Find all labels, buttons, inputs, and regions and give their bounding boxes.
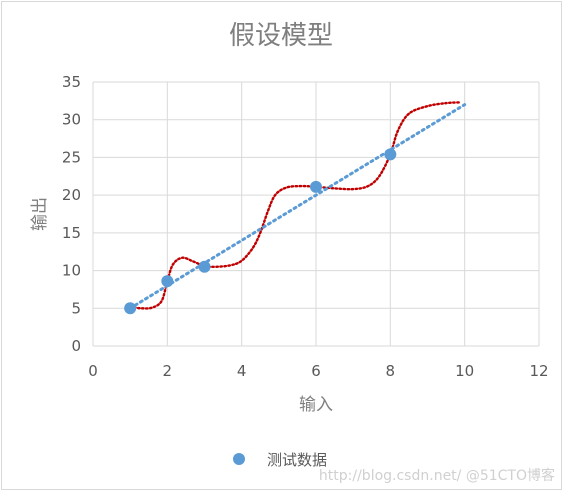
x-tick-label: 10 <box>455 362 474 380</box>
legend: 测试数据 <box>233 451 327 469</box>
y-tick-label: 0 <box>71 337 81 355</box>
grid <box>92 81 540 347</box>
data-point <box>384 148 397 161</box>
y-tick-label: 20 <box>62 186 81 204</box>
legend-label: 测试数据 <box>267 451 327 469</box>
data-point <box>161 275 174 288</box>
y-tick-label: 5 <box>71 299 81 317</box>
y-tick-label: 15 <box>62 224 81 242</box>
data-point <box>124 302 137 315</box>
data-point <box>310 180 322 193</box>
y-axis-title: 输出 <box>30 197 50 231</box>
legend-marker <box>233 453 245 465</box>
x-tick-label: 8 <box>386 362 396 380</box>
x-tick-label: 12 <box>529 362 548 380</box>
y-tick-label: 25 <box>62 148 81 166</box>
x-axis-title: 输入 <box>299 395 333 415</box>
y-tick-label: 35 <box>62 73 81 91</box>
linear-trendline <box>128 103 467 310</box>
chart-title: 假设模型 <box>229 21 333 51</box>
watermark-text: http://blog.csdn.net/ @51CTO博客 <box>319 467 555 484</box>
y-tick-label: 30 <box>62 111 81 129</box>
y-tick-label: 10 <box>62 262 81 280</box>
x-tick-label: 4 <box>237 362 247 380</box>
tick-labels: 0 5 10 15 20 25 30 35 0 2 4 6 8 10 12 <box>62 73 549 380</box>
data-points <box>124 148 397 315</box>
overfit-curve <box>128 101 463 310</box>
x-tick-label: 6 <box>311 362 321 380</box>
x-tick-label: 2 <box>163 362 173 380</box>
data-point <box>198 260 211 273</box>
x-tick-label: 0 <box>88 362 98 380</box>
